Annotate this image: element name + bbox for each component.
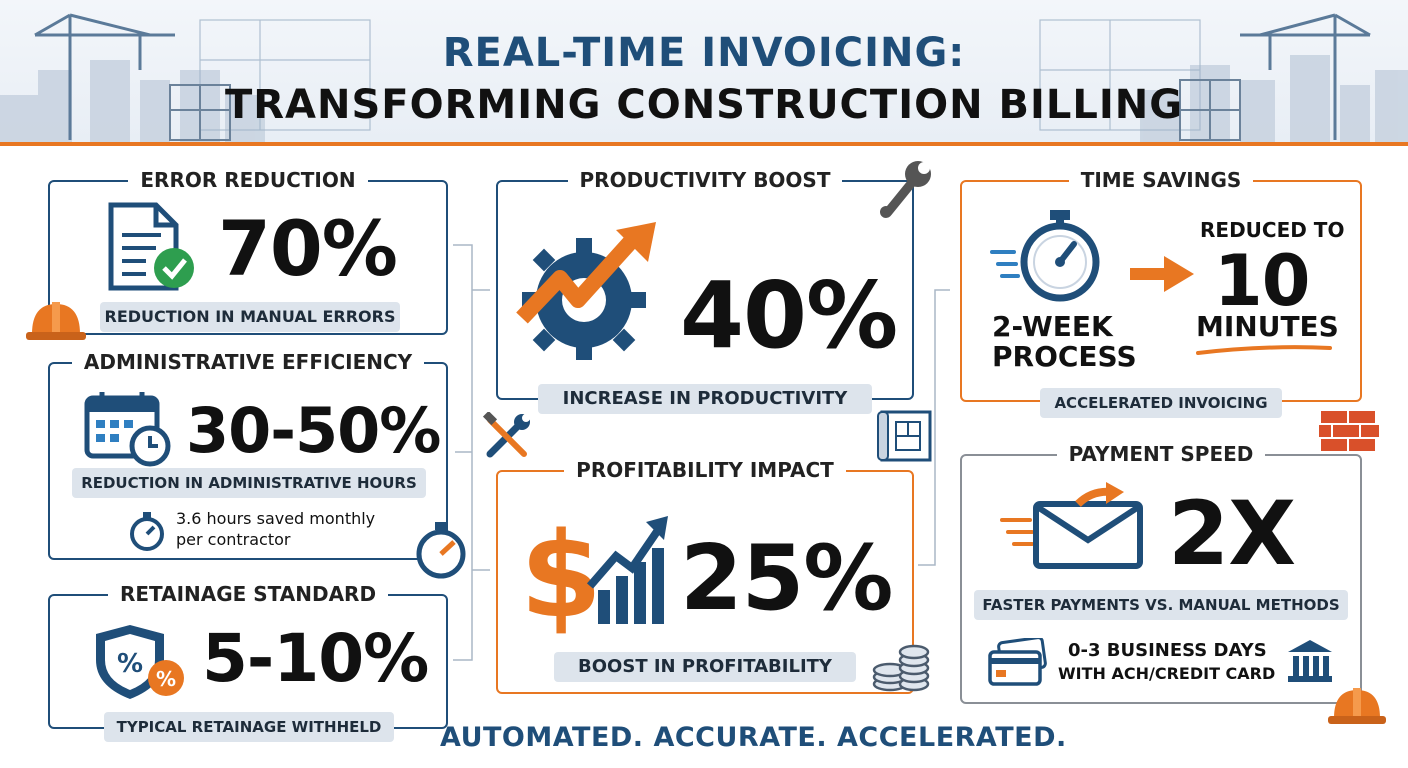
shield-percent-icon: % % — [96, 625, 184, 699]
admin-efficiency-value: 30-50% — [186, 394, 441, 467]
profitability-value: 25% — [680, 526, 893, 631]
payment-speed-title: PAYMENT SPEED — [1056, 442, 1266, 466]
construction-skyline-icon — [0, 13, 1408, 142]
time-savings-caption: ACCELERATED INVOICING — [1040, 388, 1282, 418]
tools-icon — [482, 412, 530, 458]
svg-text:%: % — [156, 667, 176, 691]
underline-swoosh — [1196, 345, 1332, 355]
error-reduction-value: 70% — [218, 204, 398, 293]
envelope-send-icon — [1000, 482, 1143, 569]
tagline: AUTOMATED. ACCURATE. ACCELERATED. — [440, 722, 1067, 753]
admin-efficiency-caption: REDUCTION IN ADMINISTRATIVE HOURS — [72, 468, 426, 498]
page-title: REAL-TIME INVOICING: — [442, 30, 966, 76]
blueprint-icon — [877, 410, 932, 462]
time-savings-from-1: 2-WEEK — [992, 310, 1113, 343]
retainage-caption: TYPICAL RETAINAGE WITHHELD — [104, 712, 394, 742]
hard-hat-icon — [26, 302, 86, 340]
document-check-icon — [108, 202, 194, 291]
admin-efficiency-title: ADMINISTRATIVE EFFICIENCY — [71, 350, 425, 374]
payment-speed-caption: FASTER PAYMENTS VS. MANUAL METHODS — [974, 590, 1348, 620]
error-reduction-title: ERROR REDUCTION — [128, 168, 368, 192]
hard-hat-icon — [1328, 688, 1386, 724]
svg-text:$: $ — [520, 506, 602, 636]
calendar-clock-icon — [84, 392, 171, 467]
profitability-title: PROFITABILITY IMPACT — [564, 458, 846, 482]
productivity-value: 40% — [680, 262, 898, 369]
stopwatch-icon — [130, 512, 164, 551]
retainage-value: 5-10% — [202, 620, 429, 697]
bank-icon — [1288, 640, 1332, 682]
payment-speed-value: 2X — [1168, 482, 1296, 585]
time-savings-to-label: REDUCED TO — [1200, 218, 1345, 242]
timer-icon — [416, 522, 466, 579]
productivity-title: PRODUCTIVITY BOOST — [567, 168, 843, 192]
time-savings-from-2: PROCESS — [992, 340, 1137, 373]
admin-efficiency-note-1: 3.6 hours saved monthly — [176, 509, 376, 528]
admin-efficiency-note-2: per contractor — [176, 530, 291, 549]
wrench-icon — [880, 161, 931, 218]
time-savings-card: TIME SAVINGS — [960, 168, 1362, 402]
profitability-caption: BOOST IN PROFITABILITY — [554, 652, 856, 682]
arrow-right-icon — [1130, 256, 1194, 292]
productivity-caption: INCREASE IN PRODUCTIVITY — [538, 384, 872, 414]
error-reduction-caption: REDUCTION IN MANUAL ERRORS — [100, 302, 400, 332]
time-savings-to-unit: MINUTES — [1196, 310, 1339, 343]
page-subtitle: TRANSFORMING CONSTRUCTION BILLING — [224, 82, 1184, 128]
time-savings-to-value: 10 — [1214, 240, 1310, 322]
admin-efficiency-card: ADMINISTRATIVE EFFICIENCY — [48, 350, 448, 560]
payment-speed-note-1: 0-3 BUSINESS DAYS — [1068, 640, 1267, 661]
timer-icon — [990, 210, 1100, 302]
payment-speed-note-2: WITH ACH/CREDIT CARD — [1058, 664, 1276, 683]
bricks-icon — [1318, 409, 1381, 453]
time-savings-title: TIME SAVINGS — [1068, 168, 1254, 192]
svg-text:%: % — [117, 649, 143, 679]
retainage-card: RETAINAGE STANDARD — [48, 582, 448, 729]
header-banner: REAL-TIME INVOICING: TRANSFORMING CONSTR… — [0, 0, 1408, 146]
dollar-chart-icon: $ — [520, 506, 668, 636]
gear-arrow-icon — [516, 222, 656, 360]
credit-card-icon — [988, 638, 1047, 686]
retainage-title: RETAINAGE STANDARD — [107, 582, 389, 606]
coins-icon — [872, 644, 930, 692]
